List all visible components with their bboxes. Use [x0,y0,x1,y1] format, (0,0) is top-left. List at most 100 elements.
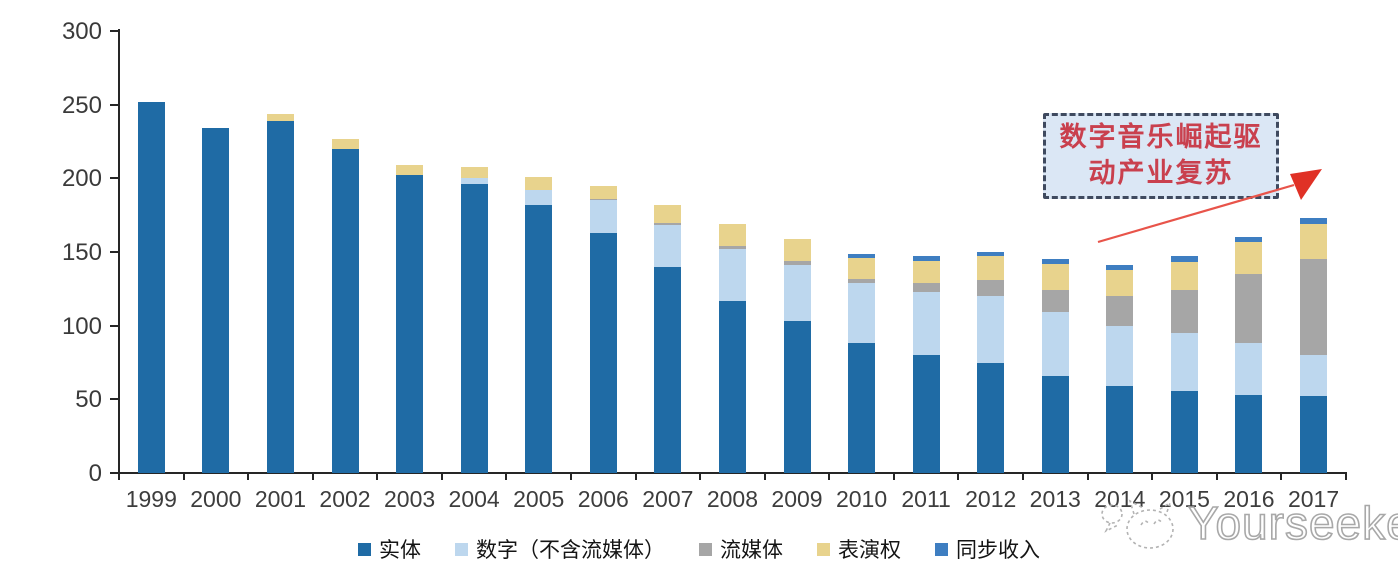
bar-2016 [1235,237,1263,473]
bar-segment-2014-表演权 [1106,269,1134,297]
x-label-2008: 2008 [706,486,758,512]
x-label-2007: 2007 [642,486,694,512]
legend-swatch-icon [935,542,948,556]
bar-segment-2006-数字（不含流媒体） [589,200,617,233]
x-axis-tick [505,473,508,480]
bar-segment-2015-实体 [1170,390,1198,473]
bar-segment-2010-表演权 [848,257,876,279]
bar-segment-2013-表演权 [1041,263,1069,291]
x-axis-tick [118,473,120,480]
x-axis-tick [634,473,637,480]
bar-segment-2005-数字（不含流媒体） [525,190,553,205]
x-label-2001: 2001 [254,486,307,512]
y-tick-250 [110,103,119,106]
x-axis-tick [1086,473,1089,480]
legend-item-同步收入: 同步收入 [935,534,1040,564]
bar-2002 [331,138,359,473]
legend-item-实体: 实体 [358,534,421,564]
y-tick-label-100: 100 [61,312,102,340]
bar-1999 [137,101,165,473]
x-axis-tick [1151,473,1154,480]
bar-2005 [525,176,553,473]
bar-segment-2004-数字（不含流媒体） [460,178,488,185]
x-axis-tick [699,473,702,480]
bar-segment-2006-表演权 [589,185,617,199]
bar-segment-2009-实体 [783,321,811,473]
bar-2007 [654,204,682,473]
bar-segment-2011-流媒体 [912,282,940,292]
legend-swatch-icon [455,542,468,556]
bar-segment-2016-实体 [1235,394,1263,473]
y-tick-label-150: 150 [61,239,102,266]
legend-label: 实体 [379,538,421,562]
bar-segment-2006-流媒体 [589,198,617,201]
y-tick-50 [110,398,119,401]
x-label-2011: 2011 [901,486,951,512]
bar-segment-2008-数字（不含流媒体） [718,249,746,301]
bar-2003 [396,165,424,473]
bar-segment-2017-表演权 [1300,224,1328,260]
bar-segment-2015-同步收入 [1170,256,1198,263]
bar-segment-2015-数字（不含流媒体） [1170,333,1198,391]
x-axis-tick [828,473,831,480]
x-label-2004: 2004 [448,486,500,512]
bar-2013 [1041,259,1069,473]
bar-segment-2005-表演权 [525,176,553,191]
bar-segment-2015-流媒体 [1170,290,1198,334]
bar-2004 [460,166,488,473]
bar-segment-2010-数字（不含流媒体） [848,282,876,344]
bar-segment-2000-实体 [202,128,230,473]
x-axis-tick [1215,473,1218,480]
bar-2015 [1170,256,1198,473]
x-label-2010: 2010 [835,486,888,512]
bar-segment-2016-数字（不含流媒体） [1235,343,1263,395]
bar-segment-2009-流媒体 [783,260,811,266]
x-label-2012: 2012 [965,486,1017,512]
bar-2000 [202,128,230,473]
bar-segment-2002-实体 [331,148,359,473]
y-tick-0 [110,472,119,474]
bar-segment-2009-表演权 [783,238,811,261]
x-label-2005: 2005 [513,486,565,512]
x-label-2015: 2015 [1158,486,1210,512]
x-axis-tick [1021,473,1024,480]
chart-legend: 实体 数字（不含流媒体） 流媒体 表演权 同步收入 [0,534,1398,564]
x-label-2013: 2013 [1029,486,1081,512]
y-tick-label-250: 250 [61,91,102,119]
bar-segment-2012-同步收入 [977,252,1005,257]
bar-segment-2008-实体 [718,300,746,473]
x-axis-tick [247,473,250,480]
bar-segment-2007-流媒体 [654,222,682,226]
x-axis-tick [1280,473,1283,480]
legend-swatch-icon [358,542,371,556]
bar-2008 [718,224,746,473]
bar-segment-2017-同步收入 [1300,218,1328,225]
x-label-2009: 2009 [771,486,823,512]
bar-2017 [1300,218,1328,473]
annotation-callout-box: 数字音乐崛起驱 动产业复苏 [1043,113,1279,199]
bar-2010 [848,253,876,473]
y-tick-label-50: 50 [75,386,102,414]
x-axis-tick [957,473,960,480]
x-label-2016: 2016 [1223,486,1275,512]
y-tick-200 [110,177,119,180]
x-axis-tick [892,473,895,480]
bar-2001 [266,113,294,473]
legend-label: 同步收入 [956,538,1040,562]
bar-segment-2011-实体 [912,355,940,473]
bar-segment-2003-实体 [396,175,424,473]
bar-segment-2012-实体 [977,362,1005,473]
x-axis-tick [376,473,379,480]
bar-segment-2007-实体 [654,266,682,473]
bar-2006 [589,185,617,473]
y-tick-label-0: 0 [88,460,102,487]
legend-swatch-icon [817,542,830,556]
x-label-2002: 2002 [319,486,371,512]
y-tick-100 [110,324,119,327]
x-label-2014: 2014 [1094,486,1146,512]
y-tick-300 [110,30,119,32]
x-label-2006: 2006 [577,486,629,512]
bar-segment-2010-流媒体 [848,278,876,283]
bar-segment-2009-数字（不含流媒体） [783,265,811,322]
